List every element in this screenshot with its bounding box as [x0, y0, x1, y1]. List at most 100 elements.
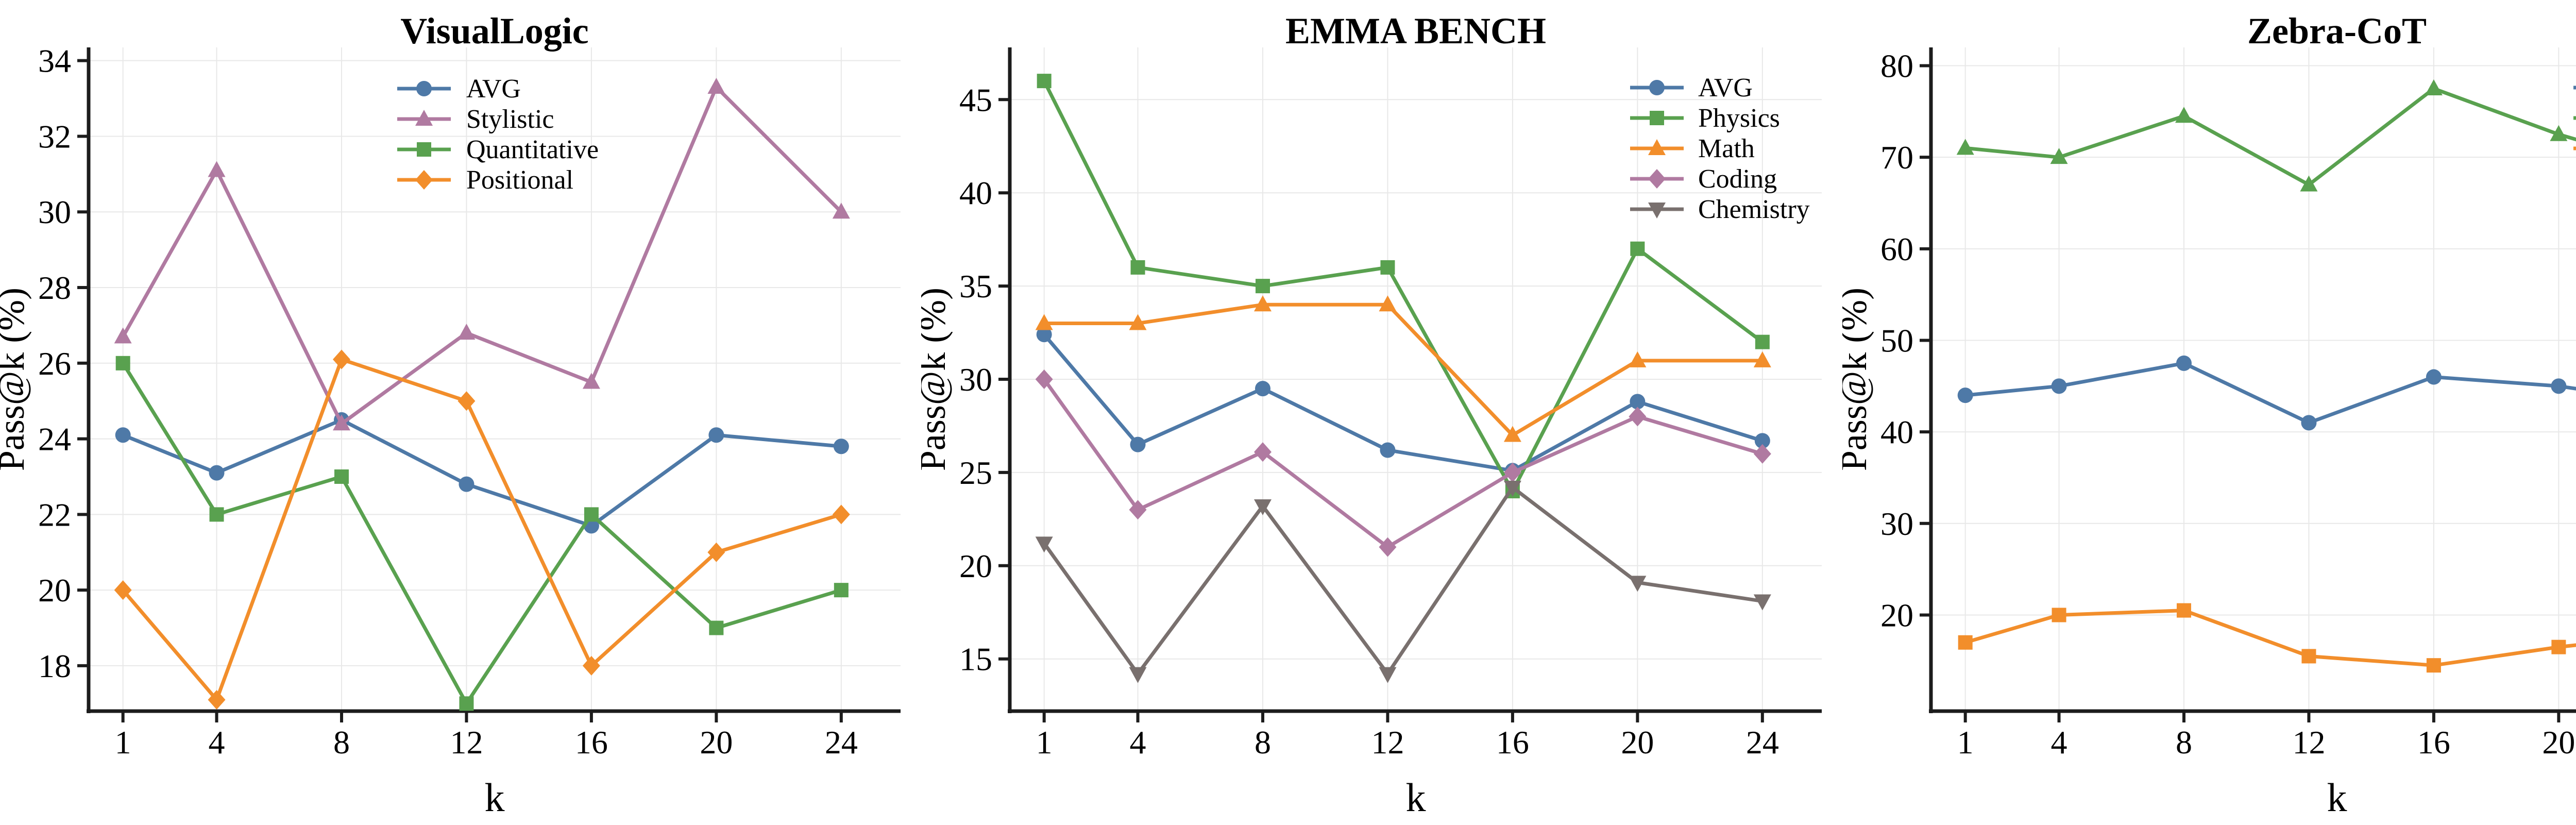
data-point-search [2300, 175, 2318, 192]
data-point-positional [832, 504, 850, 525]
data-point-physics [1380, 260, 1395, 275]
data-point-positional [457, 391, 476, 411]
legend-marker-diamond-icon [415, 170, 433, 190]
data-point-jigsaw [2301, 649, 2316, 664]
data-point-quantitative [459, 696, 474, 711]
data-point-coding [1129, 500, 1147, 520]
data-point-stylistic [332, 414, 350, 431]
x-tick-label: 4 [2051, 724, 2067, 761]
data-point-coding [1379, 537, 1397, 557]
data-point-quantitative [834, 583, 849, 598]
y-tick-label: 25 [959, 454, 992, 491]
chart-title: EMMA BENCH [1285, 10, 1546, 52]
y-tick-label: 60 [1880, 231, 1913, 267]
y-tick-label: 35 [959, 268, 992, 305]
y-tick-label: 50 [1880, 322, 1913, 359]
data-point-physics [1255, 279, 1270, 294]
legend-marker-circle-icon [416, 81, 432, 96]
data-point-math [1129, 314, 1147, 330]
chart-title: VisualLogic [400, 10, 588, 52]
legend-item-chemistry: Chemistry [1630, 195, 1810, 224]
data-point-avg [115, 427, 131, 443]
data-point-stylistic [707, 78, 725, 94]
y-tick-label: 18 [38, 648, 71, 684]
legend-label: Math [1698, 134, 1755, 163]
data-point-chemistry [1379, 667, 1397, 683]
x-tick-label: 16 [575, 724, 608, 761]
data-point-quantitative [115, 356, 130, 371]
data-point-avg [2051, 378, 2067, 394]
plot-background [921, 0, 1842, 825]
legend-label: Quantitative [466, 135, 599, 164]
data-point-avg [2551, 378, 2567, 394]
chart-title: Zebra-CoT [2247, 10, 2427, 52]
x-tick-label: 1 [1036, 724, 1053, 761]
data-point-jigsaw [2426, 658, 2441, 673]
x-tick-label: 4 [209, 724, 225, 761]
legend-item-stylistic: Stylistic [397, 105, 554, 134]
data-point-stylistic [114, 327, 132, 344]
data-point-physics [1630, 241, 1645, 256]
data-point-quantitative [584, 507, 599, 522]
legend-label: Positional [466, 165, 573, 195]
legend-item-math: Math [1630, 134, 1755, 163]
data-point-avg [1380, 442, 1396, 458]
x-tick-label: 12 [2292, 724, 2325, 761]
data-point-math [1503, 426, 1521, 442]
legend-marker-triangle-up-icon [1648, 139, 1666, 155]
legend-marker-circle-icon [1649, 80, 1665, 95]
y-tick-label: 80 [1880, 48, 1913, 85]
data-point-search [1956, 139, 1974, 155]
data-point-jigsaw [1958, 635, 1973, 650]
y-tick-label: 20 [1880, 597, 1913, 633]
y-tick-label: 24 [38, 421, 71, 458]
y-tick-label: 15 [959, 641, 992, 678]
chart-svg-emma-bench: 15 20 25 30 35 40 45 1 4 8 12 16 20 24 EMMA BENCH Pass@… [921, 0, 1842, 825]
x-tick-label: 12 [1371, 724, 1404, 761]
y-tick-label: 32 [38, 118, 71, 155]
y-tick-label: 40 [1880, 414, 1913, 450]
y-axis-label: Pass@k (%) [0, 288, 32, 471]
y-tick-label: 30 [38, 194, 71, 230]
data-point-coding [1629, 407, 1647, 427]
data-point-physics [1130, 260, 1145, 275]
chart-panel-zebra-cot: Zebra-CoT 2030405060708014812162024Zebra… [1842, 0, 2576, 825]
legend-label: Chemistry [1698, 195, 1810, 224]
x-tick-label: 24 [825, 724, 858, 761]
data-point-chemistry [1253, 499, 1272, 516]
data-point-chemistry [1035, 536, 1053, 553]
data-point-quantitative [209, 507, 224, 522]
x-tick-label: 20 [1621, 724, 1654, 761]
data-point-math [1253, 295, 1272, 312]
data-point-positional [208, 689, 226, 710]
x-axis-label: k [2327, 775, 2347, 820]
x-tick-label: 12 [450, 724, 483, 761]
x-axis-label: k [1406, 775, 1426, 820]
y-tick-label: 26 [38, 345, 71, 382]
legend-item-positional: Positional [397, 165, 573, 195]
data-point-avg [209, 465, 225, 481]
data-point-coding [1753, 444, 1771, 464]
legend-marker-square-icon [417, 142, 431, 157]
data-point-quantitative [709, 620, 724, 635]
data-point-positional [707, 542, 725, 562]
y-axis-label: Pass@k (%) [921, 288, 953, 471]
legend-marker-triangle-down-icon [1648, 203, 1666, 218]
y-axis-label: Pass@k (%) [1842, 288, 1874, 471]
y-tick-label: 30 [1880, 506, 1913, 542]
legend-label: AVG [466, 74, 521, 104]
y-tick-label: 34 [38, 43, 71, 79]
data-point-avg [2301, 415, 2317, 431]
data-point-avg [833, 439, 849, 454]
data-point-avg [708, 427, 724, 443]
legend-item-quantitative: Quantitative [397, 135, 599, 164]
data-point-physics [1037, 74, 1052, 89]
data-point-chemistry [1129, 667, 1147, 683]
chart-panel-visuallogic: VisualLogic 18 20 22 24 26 28 30 32 34 1 4 8 12 16 20 2… [0, 0, 921, 825]
x-tick-label: 1 [1957, 724, 1974, 761]
data-point-jigsaw [2551, 639, 2566, 654]
data-point-math [1629, 351, 1647, 367]
data-point-positional [114, 580, 132, 600]
